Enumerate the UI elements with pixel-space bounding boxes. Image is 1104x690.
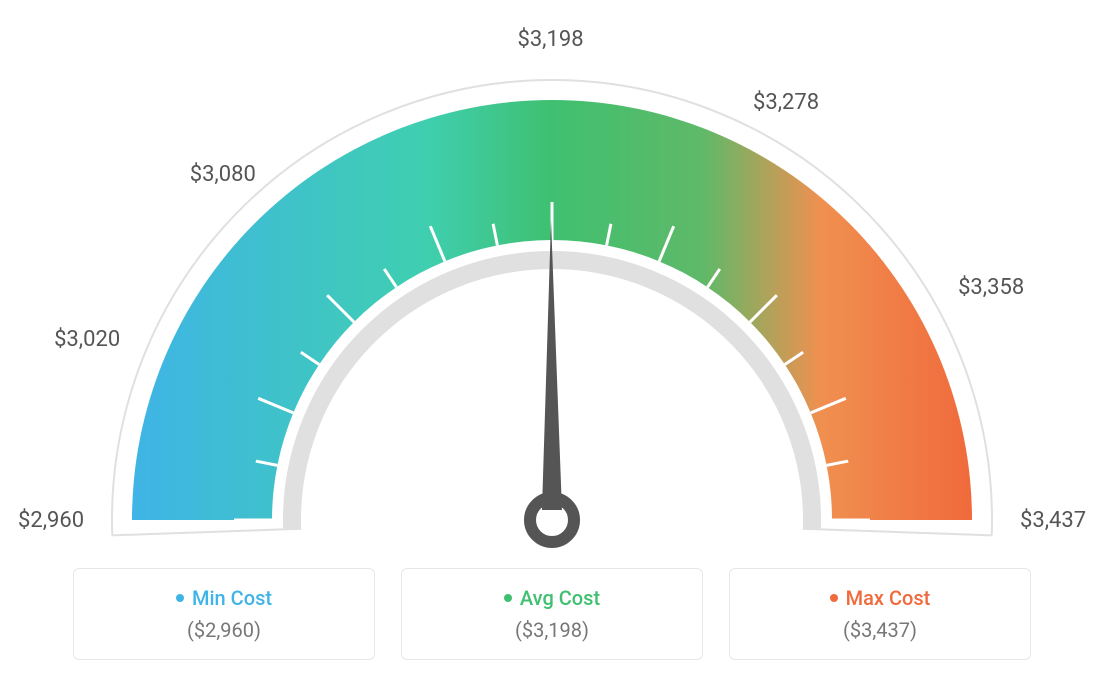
cost-gauge-chart: $2,960 $3,020 $3,080 $3,198 $3,278 $3,358 $3,4… xyxy=(0,0,1104,690)
legend-title-text-min: Min Cost xyxy=(192,586,272,610)
gauge-tick-label: $3,358 xyxy=(958,275,1024,300)
gauge-tick-label: $3,198 xyxy=(517,27,583,52)
gauge-tick-label: $3,080 xyxy=(190,162,256,187)
legend-value-min: ($2,960) xyxy=(187,618,261,642)
legend-card-avg: Avg Cost ($3,198) xyxy=(401,568,703,660)
legend-title-avg: Avg Cost xyxy=(504,586,600,610)
legend-value-max: ($3,437) xyxy=(843,618,917,642)
gauge-area: $2,960 $3,020 $3,080 $3,198 $3,278 $3,358 $3,4… xyxy=(0,0,1104,560)
legend-title-text-avg: Avg Cost xyxy=(520,586,600,610)
legend-row: Min Cost ($2,960) Avg Cost ($3,198) Max … xyxy=(0,568,1104,660)
legend-card-min: Min Cost ($2,960) xyxy=(73,568,375,660)
gauge-tick-label: $2,960 xyxy=(18,508,84,533)
legend-title-max: Max Cost xyxy=(830,586,931,610)
gauge-tick-label: $3,437 xyxy=(1020,508,1086,533)
legend-dot-max xyxy=(830,594,838,602)
legend-title-text-max: Max Cost xyxy=(846,586,931,610)
gauge-tick-label: $3,020 xyxy=(54,327,120,352)
legend-dot-min xyxy=(176,594,184,602)
gauge-tick-label: $3,278 xyxy=(753,90,819,115)
legend-value-avg: ($3,198) xyxy=(515,618,589,642)
legend-dot-avg xyxy=(504,594,512,602)
legend-card-max: Max Cost ($3,437) xyxy=(729,568,1031,660)
legend-title-min: Min Cost xyxy=(176,586,272,610)
gauge-svg xyxy=(0,0,1104,560)
